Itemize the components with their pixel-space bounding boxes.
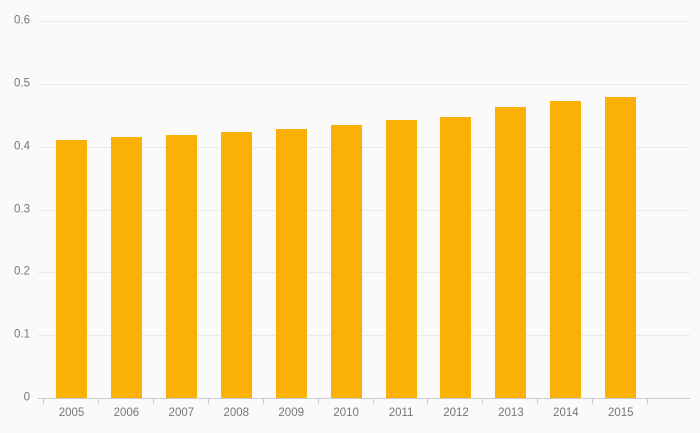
bar-2014[interactable]: [550, 100, 582, 398]
gridline-0.5: [38, 83, 690, 85]
x-tick-label-2012: 2012: [443, 407, 469, 419]
gridline-0.6: [38, 21, 690, 22]
bar-2015[interactable]: [605, 97, 637, 398]
x-tick-2010: [317, 398, 319, 404]
bar-2006[interactable]: [110, 137, 142, 398]
x-tick-2013: [482, 398, 484, 404]
x-tick-2009: [262, 398, 264, 404]
y-tick-label-0.6: 0.6: [14, 14, 30, 27]
y-tick-label-0.1: 0.1: [14, 328, 30, 341]
bar-2008[interactable]: [220, 132, 252, 398]
x-tick-label-2014: 2014: [553, 407, 579, 419]
bar-2007[interactable]: [165, 135, 197, 398]
x-tick-2012: [427, 398, 429, 404]
gridline-0.3: [38, 209, 690, 211]
gridline-0.1: [38, 335, 690, 337]
x-tick-2005: [43, 398, 44, 404]
x-tick-label-2008: 2008: [223, 407, 250, 419]
x-tick-label-2005: 2005: [58, 407, 85, 419]
x-tick-2008: [207, 398, 209, 404]
y-tick-label-0.5: 0.5: [14, 77, 30, 90]
bar-2012[interactable]: [440, 117, 472, 398]
y-tick-label-0: 0: [23, 391, 30, 404]
bar-2013[interactable]: [495, 107, 527, 398]
x-tick-2007: [152, 398, 154, 404]
bar-2011[interactable]: [385, 120, 417, 398]
x-tick-label-2015: 2015: [607, 407, 634, 419]
y-axis: 0.6 0.5 0.4 0.3 0.2 0.1 0: [0, 15, 30, 403]
x-tick-2011: [372, 398, 374, 404]
gridline-0.2: [38, 272, 690, 274]
y-tick-label-0.2: 0.2: [14, 265, 30, 278]
x-axis-line: [38, 398, 690, 399]
x-tick-label-2013: 2013: [498, 407, 524, 419]
gridline-0.4: [38, 146, 690, 148]
x-tick-label-2010: 2010: [333, 407, 359, 419]
plot-area: [38, 21, 690, 398]
bar-2005[interactable]: [56, 140, 87, 398]
x-tick-2006: [97, 398, 99, 404]
bar-2010[interactable]: [330, 125, 362, 398]
y-tick-label-0.3: 0.3: [14, 202, 30, 215]
x-tick-2014: [537, 398, 539, 404]
x-tick-2015: [592, 398, 594, 404]
x-tick-label-2009: 2009: [278, 407, 304, 419]
x-tick-label-2011: 2011: [388, 407, 414, 419]
x-tick-end: [647, 398, 649, 404]
bar-2009[interactable]: [275, 129, 307, 398]
bars-layer: [38, 21, 690, 398]
x-tick-label-2006: 2006: [113, 407, 140, 419]
y-tick-label-0.4: 0.4: [14, 139, 30, 152]
x-tick-label-2007: 2007: [168, 407, 195, 419]
